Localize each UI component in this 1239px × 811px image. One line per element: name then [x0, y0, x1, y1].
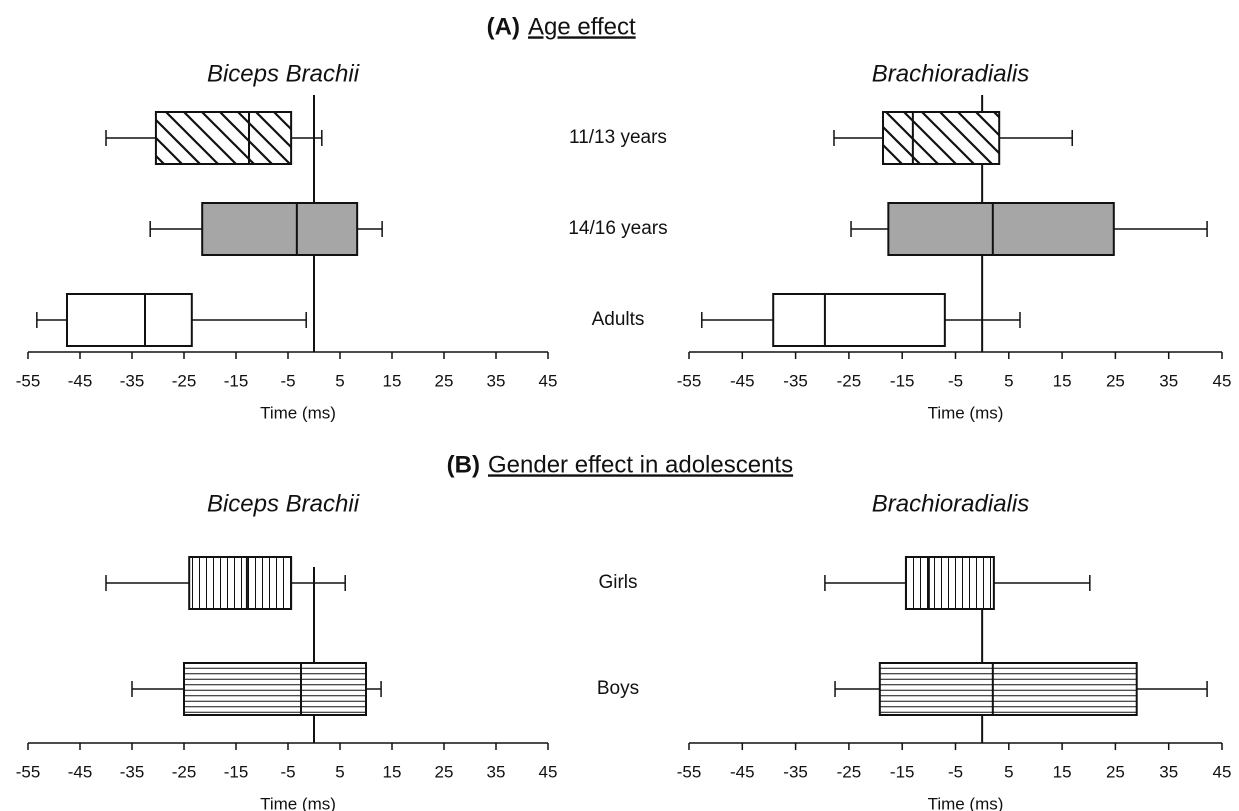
x-tick-label: 15 — [383, 762, 402, 781]
category-label: Boys — [597, 678, 639, 699]
chart-title: Brachioradialis — [872, 60, 1029, 87]
x-tick-label: 5 — [335, 762, 344, 781]
chart-title: Brachioradialis — [872, 490, 1029, 517]
x-tick-label: -15 — [224, 762, 249, 781]
x-tick-label: -55 — [677, 371, 702, 390]
chart-title: Biceps Brachii — [207, 60, 360, 87]
x-tick-label: -45 — [730, 762, 755, 781]
box — [188, 556, 293, 610]
x-tick-label: -55 — [677, 762, 702, 781]
x-tick-label: 25 — [435, 762, 454, 781]
x-tick-label: 5 — [1004, 762, 1013, 781]
x-tick-label: -5 — [280, 762, 295, 781]
box — [772, 293, 946, 347]
x-tick-label: 45 — [1213, 371, 1232, 390]
x-axis-label: Time (ms) — [928, 794, 1004, 811]
x-tick-label: 35 — [487, 762, 506, 781]
x-tick-label: 45 — [1213, 762, 1232, 781]
category-label: 11/13 years — [569, 127, 667, 148]
x-tick-label: -25 — [172, 371, 197, 390]
x-tick-label: -35 — [120, 371, 145, 390]
section-title: Age effect — [528, 13, 636, 40]
x-tick-label: 25 — [1106, 371, 1125, 390]
x-axis-label: Time (ms) — [928, 403, 1004, 422]
x-tick-label: 35 — [1159, 371, 1178, 390]
x-tick-label: 15 — [1053, 371, 1072, 390]
x-tick-label: 25 — [1106, 762, 1125, 781]
x-tick-label: -35 — [783, 762, 808, 781]
x-tick-label: -5 — [948, 371, 963, 390]
category-label: 14/16 years — [568, 218, 667, 239]
section-label: (B) — [447, 451, 480, 478]
x-tick-label: -35 — [120, 762, 145, 781]
x-axis-label: Time (ms) — [260, 794, 336, 811]
x-tick-label: -15 — [224, 371, 249, 390]
section-title: Gender effect in adolescents — [488, 451, 793, 478]
x-tick-label: -45 — [730, 371, 755, 390]
box — [878, 662, 1138, 716]
x-tick-label: -55 — [16, 762, 41, 781]
x-tick-label: -45 — [68, 371, 93, 390]
x-tick-label: -25 — [837, 762, 862, 781]
x-axis-label: Time (ms) — [260, 403, 336, 422]
x-tick-label: 35 — [1159, 762, 1178, 781]
x-tick-label: -45 — [68, 762, 93, 781]
box — [887, 202, 1115, 256]
x-tick-label: 45 — [539, 762, 558, 781]
x-tick-label: -5 — [280, 371, 295, 390]
chart-title: Biceps Brachii — [207, 490, 360, 517]
box — [904, 556, 995, 610]
x-tick-label: -15 — [890, 762, 915, 781]
section-label: (A) — [487, 13, 520, 40]
x-tick-label: 15 — [383, 371, 402, 390]
x-tick-label: 15 — [1053, 762, 1072, 781]
x-tick-label: -25 — [837, 371, 862, 390]
x-tick-label: -55 — [16, 371, 41, 390]
x-tick-label: -35 — [783, 371, 808, 390]
x-tick-label: 35 — [487, 371, 506, 390]
box — [201, 202, 359, 256]
box — [882, 111, 1001, 165]
category-label: Adults — [592, 309, 645, 330]
box — [183, 662, 367, 716]
x-tick-label: 45 — [539, 371, 558, 390]
x-tick-label: -5 — [948, 762, 963, 781]
box — [66, 293, 193, 347]
x-tick-label: 25 — [435, 371, 454, 390]
x-tick-label: -25 — [172, 762, 197, 781]
x-tick-label: 5 — [335, 371, 344, 390]
x-tick-label: 5 — [1004, 371, 1013, 390]
box — [154, 111, 293, 165]
category-label: Girls — [598, 572, 637, 593]
x-tick-label: -15 — [890, 371, 915, 390]
